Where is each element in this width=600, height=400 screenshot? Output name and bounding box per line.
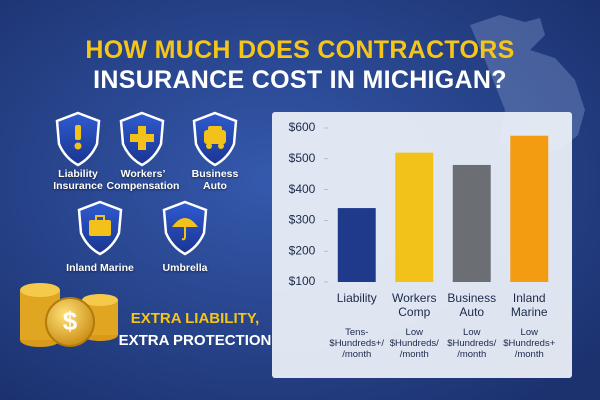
- cost-note: Low $Hundreds/ /month: [389, 327, 439, 360]
- x-tick-label: Workers Comp: [392, 291, 437, 319]
- y-tick-label: $500: [289, 151, 316, 165]
- cost-note: Low $Hundreds+ /month: [503, 327, 556, 360]
- coverage-label: Workers’ Compensation: [106, 168, 180, 193]
- callout-line-1: EXTRA LIABILITY,: [130, 310, 260, 327]
- y-tick-label: $300: [289, 213, 316, 227]
- coverage-label: Inland Marine: [66, 262, 134, 274]
- bar: [395, 152, 434, 282]
- cost-note: Tens- $Hundreds+/ /month: [329, 327, 385, 360]
- svg-text:$: $: [63, 306, 78, 336]
- y-tick-label: $600: [289, 120, 316, 134]
- coverage-label: Business Auto: [191, 168, 239, 193]
- title-line-2: INSURANCE COST IN MICHIGAN?: [93, 66, 507, 94]
- bar: [452, 164, 491, 282]
- bar: [337, 208, 376, 282]
- coverage-label: Umbrella: [162, 262, 208, 274]
- x-tick-label: Liability: [336, 291, 377, 305]
- y-tick-label: $100: [289, 274, 316, 288]
- coins: $: [20, 283, 118, 347]
- coverage-icons: [55, 111, 238, 256]
- callout-line-2: EXTRA PROTECTION: [118, 332, 272, 349]
- y-tick-label: $200: [289, 243, 316, 257]
- coverage-label: Liability Insurance: [53, 168, 103, 193]
- cost-note: Low $Hundreds/ /month: [447, 327, 497, 360]
- title-line-1: HOW MUCH DOES CONTRACTORS: [85, 36, 515, 64]
- x-tick-label: Business Auto: [447, 291, 497, 319]
- y-tick-label: $400: [289, 182, 316, 196]
- x-tick-label: Inland Marine: [510, 291, 548, 319]
- bar: [510, 135, 549, 282]
- chart: $100 $200 $300 $400 $500 $600: [289, 120, 549, 288]
